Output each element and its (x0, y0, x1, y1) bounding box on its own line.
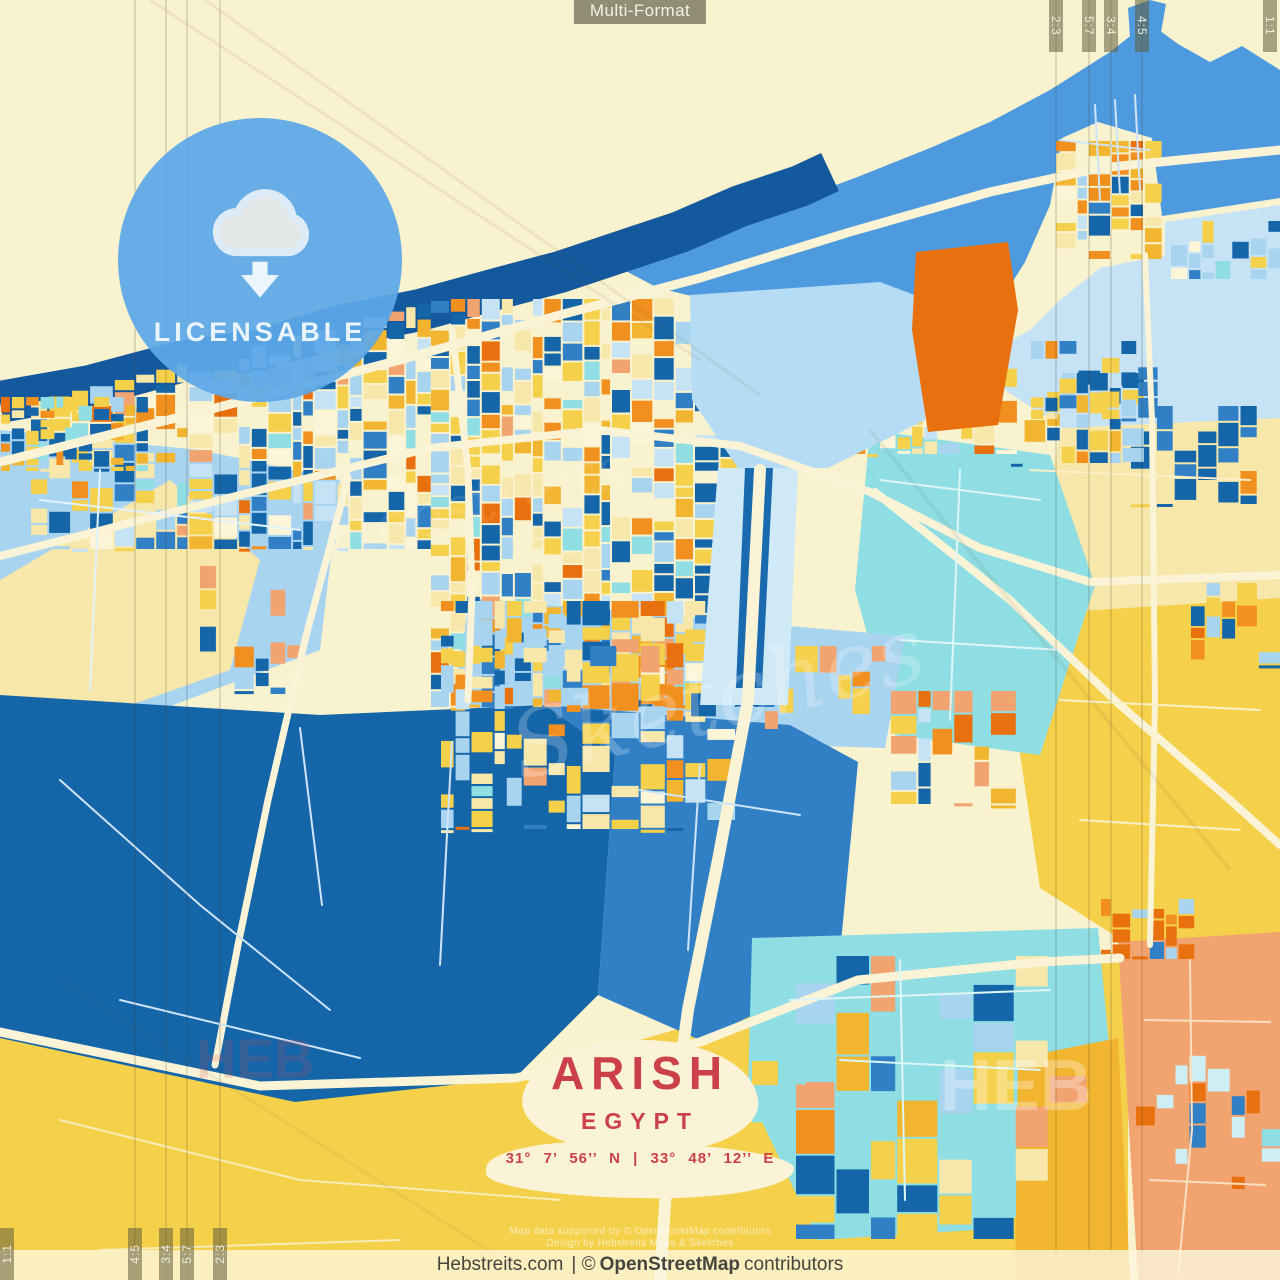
svg-text:HEB: HEB (196, 1027, 314, 1090)
map-data-credit: Map data supported by © OpenStreetMap co… (509, 1226, 771, 1237)
city-title: ARISH (550, 1047, 730, 1099)
coordinates-label: 31° 7’ 56’’ N | 33° 48’ 12’’ E (505, 1150, 775, 1167)
svg-text:HEB: HEB (940, 1046, 1092, 1126)
format-marker-bottom-2-3: 2:3 (213, 1228, 227, 1280)
map-title-block: ARISH EGYPT 31° 7’ 56’’ N | 33° 48’ 12’’… (470, 1036, 810, 1167)
footer-suffix: contributors (744, 1254, 844, 1275)
format-chip: Multi-Format (573, 0, 707, 24)
format-marker-top-2-3: 2:3 (1049, 0, 1063, 52)
format-marker-top-5-7: 5:7 (1082, 0, 1096, 52)
format-marker-top-3-4: 3:4 (1104, 0, 1118, 52)
licensable-badge[interactable]: LICENSABLE (118, 118, 402, 402)
format-marker-bottom-1-1: 1:1 (0, 1228, 14, 1280)
site-name: Hebstreits.com (436, 1254, 564, 1275)
osm-name: OpenStreetMap (599, 1254, 741, 1275)
format-marker-bottom-3-4: 3:4 (159, 1228, 173, 1280)
format-marker-bottom-4-5: 4:5 (128, 1228, 142, 1280)
licensable-label: LICENSABLE (153, 316, 367, 347)
cloud-download-icon (212, 188, 310, 298)
format-marker-top-4-5: 4:5 (1135, 0, 1149, 52)
design-credit: Design by Hebstreits Maps & Sketches (546, 1238, 734, 1249)
footer-separator: | © (571, 1254, 596, 1275)
map-overlays (690, 242, 1018, 705)
format-marker-bottom-5-7: 5:7 (180, 1228, 194, 1280)
format-marker-top-1-1: 1:1 (1263, 0, 1277, 52)
country-subtitle: EGYPT (581, 1108, 699, 1134)
